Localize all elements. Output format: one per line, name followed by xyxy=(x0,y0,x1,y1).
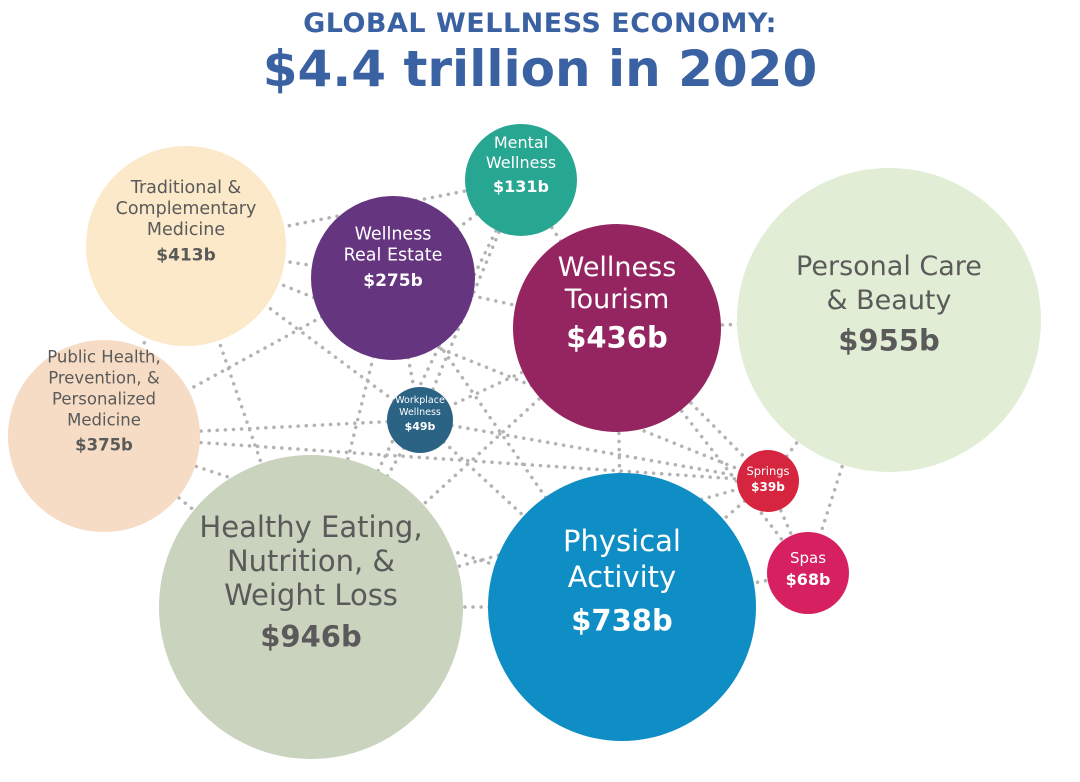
chart-title: GLOBAL WELLNESS ECONOMY: xyxy=(303,8,777,39)
bubble-label-healthy_eating-2: Weight Loss xyxy=(224,578,398,612)
bubble-label-real_estate-1: Real Estate xyxy=(344,246,443,266)
connector-workplace-physical xyxy=(418,418,624,609)
bubble-label-tourism-0: Wellness xyxy=(558,252,677,283)
bubble-circle-mental xyxy=(465,124,577,236)
bubble-label-mental-0: Mental xyxy=(494,133,548,152)
connector-tourism-spas xyxy=(615,326,810,575)
bubble-circle-traditional xyxy=(86,146,286,346)
bubble-value-public_health: $375b xyxy=(75,436,133,455)
bubble-label-traditional-2: Medicine xyxy=(147,220,225,240)
bubble-label-healthy_eating-0: Healthy Eating, xyxy=(199,510,422,544)
bubble-label-public_health-0: Public Health, xyxy=(47,348,161,367)
bubble-label-springs-0: Springs xyxy=(746,464,789,478)
bubble-label-physical-1: Activity xyxy=(568,560,676,594)
bubble-personal_care: Personal Care& Beauty $955b xyxy=(737,168,1041,472)
bubble-spas: Spas $68b xyxy=(767,532,849,614)
connector-traditional-real_estate xyxy=(184,244,395,280)
bubble-label-workplace-0: Workplace xyxy=(395,395,445,406)
bubble-circle-tourism xyxy=(513,224,721,432)
bubble-value-tourism: $436b xyxy=(566,320,667,354)
bubble-circle-healthy_eating xyxy=(159,455,463,759)
chart-subtitle: $4.4 trillion in 2020 xyxy=(262,40,818,98)
connector-tourism-physical xyxy=(615,326,624,609)
bubble-label-mental-1: Wellness xyxy=(486,153,556,172)
bubble-label-real_estate-0: Wellness xyxy=(355,225,432,245)
bubble-value-workplace: $49b xyxy=(405,420,436,433)
bubble-public_health: Public Health, Prevention, & Personalized M… xyxy=(8,340,200,532)
bubble-value-real_estate: $275b xyxy=(363,271,422,291)
bubble-circle-real_estate xyxy=(311,196,475,360)
connector-workplace-springs xyxy=(418,418,770,483)
bubble-group: Traditional &ComplementaryMedicine$413bW… xyxy=(8,124,1041,759)
bubble-healthy_eating: Healthy Eating,Nutrition, &Weight Loss $9… xyxy=(159,455,463,759)
bubble-circle-public_health xyxy=(8,340,200,532)
bubble-value-personal_care: $955b xyxy=(838,323,939,357)
bubble-value-physical: $738b xyxy=(571,603,672,637)
bubble-value-mental: $131b xyxy=(493,177,549,196)
bubble-label-public_health-2: Personalized xyxy=(52,390,156,409)
connector-real_estate-tourism xyxy=(391,276,619,330)
bubble-label-public_health-3: Medicine xyxy=(67,411,141,430)
bubble-label-traditional-1: Complementary xyxy=(116,199,257,219)
bubble-label-tourism-1: Tourism xyxy=(564,284,670,315)
bubble-value-traditional: $413b xyxy=(156,245,215,265)
bubble-label-workplace-1: Wellness xyxy=(399,407,441,418)
bubble-label-personal_care-1: & Beauty xyxy=(827,285,952,316)
bubble-circle-spas xyxy=(767,532,849,614)
bubble-springs: Springs $39b xyxy=(737,450,799,512)
bubble-value-springs: $39b xyxy=(751,480,785,494)
bubble-circle-physical xyxy=(488,473,756,741)
bubble-label-healthy_eating-1: Nutrition, & xyxy=(227,544,395,578)
bubble-value-healthy_eating: $946b xyxy=(260,619,361,653)
bubble-value-spas: $68b xyxy=(786,570,831,589)
bubble-label-spas-0: Spas xyxy=(790,549,826,567)
bubble-label-physical-0: Physical xyxy=(563,524,681,558)
connector-public_health-springs xyxy=(102,434,770,483)
bubble-label-personal_care-0: Personal Care xyxy=(796,251,982,282)
bubble-circle-springs xyxy=(737,450,799,512)
connector-tourism-springs xyxy=(615,326,770,483)
bubble-circle-personal_care xyxy=(737,168,1041,472)
bubble-label-traditional-0: Traditional & xyxy=(130,178,242,198)
bubble-circle-workplace xyxy=(387,387,453,453)
connector-traditional-springs xyxy=(184,244,770,483)
bubble-label-public_health-1: Prevention, & xyxy=(48,369,160,388)
